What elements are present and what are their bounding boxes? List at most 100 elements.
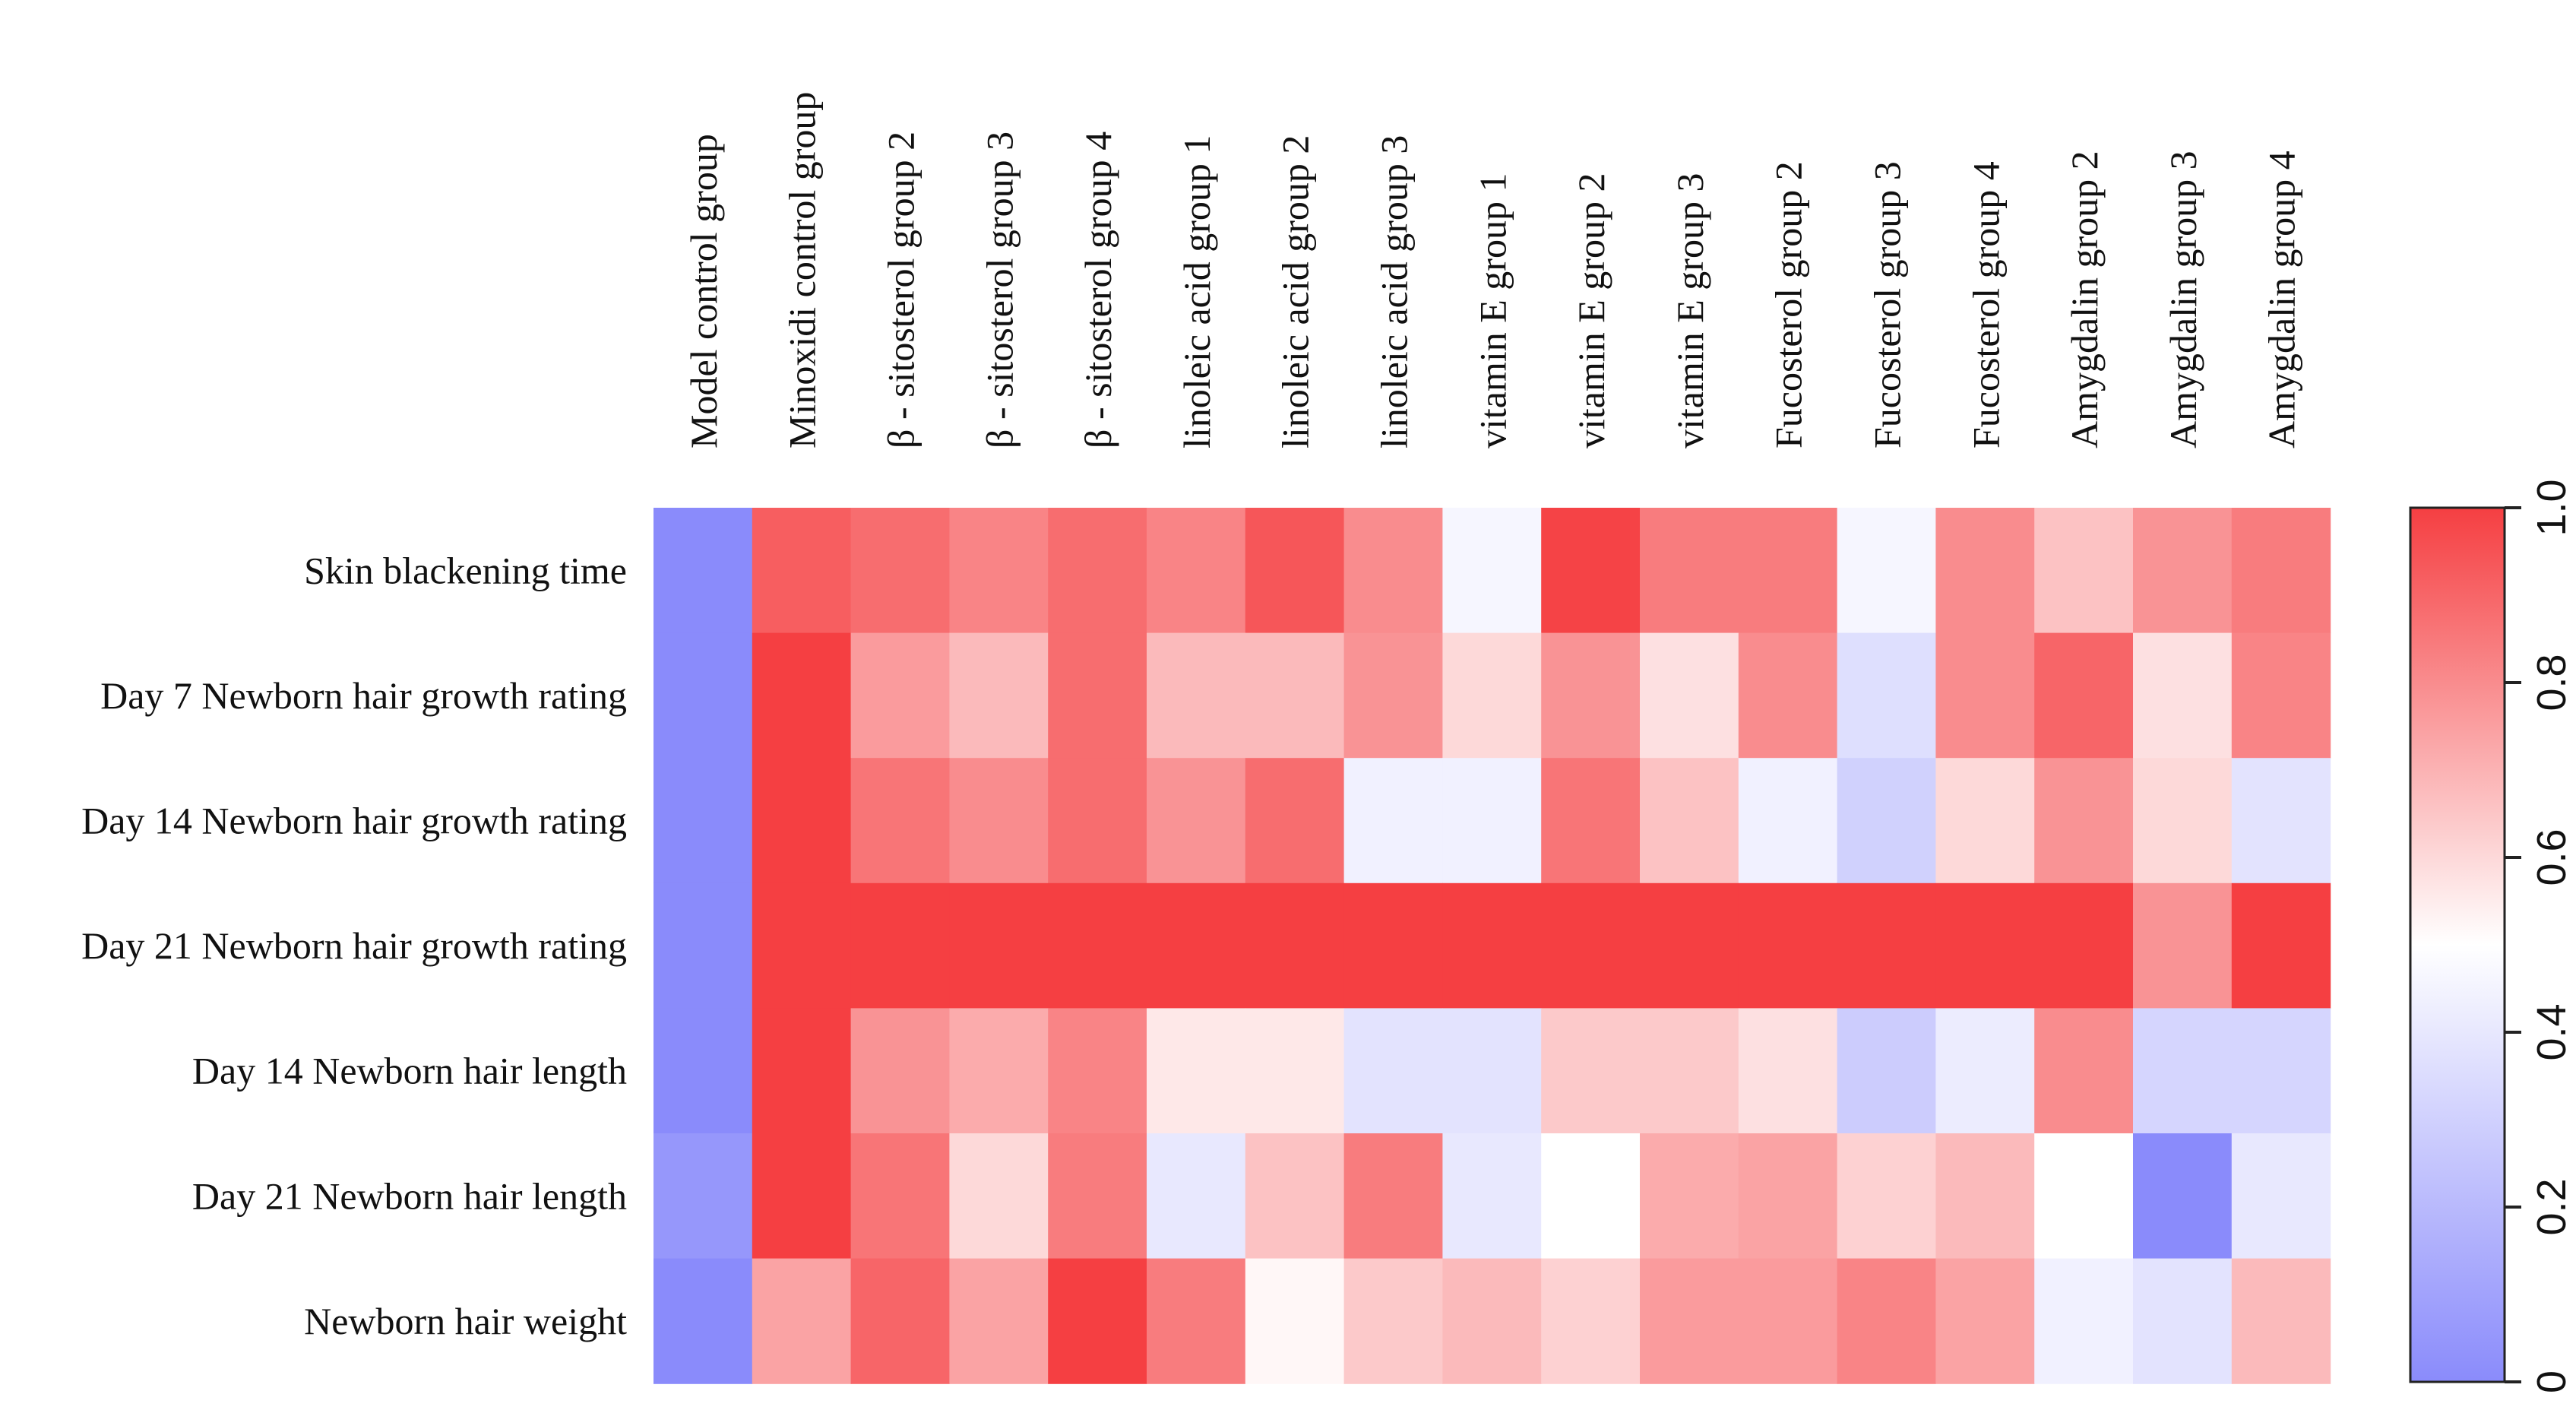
cell-r2-c9	[1442, 632, 1542, 759]
cell-r6-c11	[1640, 1133, 1739, 1259]
cell-r2-c15	[2034, 632, 2134, 759]
cell-r4-c5	[1048, 882, 1147, 1009]
cell-r2-c6	[1147, 632, 1246, 759]
cell-r2-c2	[752, 632, 852, 759]
column-label-amygdalin-group-3: Amygdalin group 3	[2162, 151, 2204, 448]
cell-r3-c6	[1147, 758, 1246, 884]
column-label-sitosterol-group-4: β - sitosterol group 4	[1077, 131, 1119, 448]
cell-r5-c14	[1935, 1008, 2035, 1134]
cell-r6-c2	[752, 1133, 852, 1259]
cell-r1-c1	[653, 508, 753, 634]
cell-r5-c7	[1245, 1008, 1345, 1134]
cell-r7-c7	[1245, 1258, 1345, 1384]
column-label-sitosterol-group-2: β - sitosterol group 2	[880, 131, 922, 448]
cell-r4-c7	[1245, 882, 1345, 1009]
cell-r4-c10	[1541, 882, 1641, 1009]
cell-r2-c5	[1048, 632, 1147, 759]
cell-r5-c2	[752, 1008, 852, 1134]
cell-r4-c17	[2231, 882, 2331, 1009]
cell-r7-c6	[1147, 1258, 1246, 1384]
cell-r7-c9	[1442, 1258, 1542, 1384]
cell-r1-c7	[1245, 508, 1345, 634]
cell-r7-c4	[949, 1258, 1049, 1384]
cell-r5-c17	[2231, 1008, 2331, 1134]
column-label-linoleic-acid-group-2: linoleic acid group 2	[1274, 135, 1317, 448]
cell-r7-c15	[2034, 1258, 2134, 1384]
cell-r7-c1	[653, 1258, 753, 1384]
column-labels: Model control group Minoxidi control grou…	[682, 92, 2303, 448]
cell-r4-c1	[653, 882, 753, 1009]
cell-r3-c4	[949, 758, 1049, 884]
cell-r4-c3	[850, 882, 950, 1009]
column-label-linoleic-acid-group-1: linoleic acid group 1	[1176, 135, 1218, 448]
cell-r4-c2	[752, 882, 852, 1009]
colorbar-tick-label-4: 0.8	[2529, 654, 2574, 711]
row-label-day-21-newborn-hair-length: Day 21 Newborn hair length	[192, 1174, 627, 1217]
row-label-day-14-newborn-hair-growth-rating: Day 14 Newborn hair growth rating	[81, 800, 627, 842]
cell-r4-c9	[1442, 882, 1542, 1009]
column-label-sitosterol-group-3: β - sitosterol group 3	[978, 131, 1021, 448]
cell-r2-c7	[1245, 632, 1345, 759]
cell-r5-c5	[1048, 1008, 1147, 1134]
cell-r7-c3	[850, 1258, 950, 1384]
cell-r3-c15	[2034, 758, 2134, 884]
column-label-fucosterol-group-2: Fucosterol group 2	[1767, 161, 1810, 448]
row-labels: Skin blackening time Day 7 Newborn hair g…	[81, 549, 627, 1342]
cell-r2-c1	[653, 632, 753, 759]
colorbar: 0 0.2 0.4 0.6 0.8 1.0	[2409, 479, 2574, 1393]
cell-r1-c3	[850, 508, 950, 634]
cell-r7-c5	[1048, 1258, 1147, 1384]
cell-r3-c9	[1442, 758, 1542, 884]
cell-r1-c16	[2133, 508, 2233, 634]
cell-r3-c1	[653, 758, 753, 884]
cell-r2-c3	[850, 632, 950, 759]
cell-r6-c15	[2034, 1133, 2134, 1259]
column-label-vitamin-e-group-1: vitamin E group 1	[1471, 173, 1514, 448]
cell-r7-c10	[1541, 1258, 1641, 1384]
colorbar-gradient	[2409, 506, 2506, 1383]
cell-r1-c12	[1738, 508, 1838, 634]
cell-r2-c12	[1738, 632, 1838, 759]
cell-r5-c8	[1343, 1008, 1443, 1134]
cell-r5-c13	[1837, 1008, 1936, 1134]
cell-r5-c9	[1442, 1008, 1542, 1134]
cell-r2-c13	[1837, 632, 1936, 759]
cell-r2-c17	[2231, 632, 2331, 759]
column-label-vitamin-e-group-2: vitamin E group 2	[1570, 173, 1612, 448]
cell-r3-c17	[2231, 758, 2331, 884]
cell-r5-c1	[653, 1008, 753, 1134]
cell-r2-c11	[1640, 632, 1739, 759]
cell-r4-c6	[1147, 882, 1246, 1009]
cell-r7-c17	[2231, 1258, 2331, 1384]
column-label-linoleic-acid-group-3: linoleic acid group 3	[1373, 135, 1416, 448]
row-label-skin-blackening-time: Skin blackening time	[304, 549, 627, 591]
cell-r3-c13	[1837, 758, 1936, 884]
cell-r5-c12	[1738, 1008, 1838, 1134]
cell-r3-c8	[1343, 758, 1443, 884]
cell-r7-c8	[1343, 1258, 1443, 1384]
cell-r4-c4	[949, 882, 1049, 1009]
column-label-fucosterol-group-3: Fucosterol group 3	[1866, 161, 1909, 448]
cell-r3-c11	[1640, 758, 1739, 884]
cell-r6-c9	[1442, 1133, 1542, 1259]
cell-r3-c7	[1245, 758, 1345, 884]
colorbar-tick-label-5: 1.0	[2529, 479, 2574, 536]
cell-r5-c3	[850, 1008, 950, 1134]
column-label-amygdalin-group-4: Amygdalin group 4	[2261, 151, 2303, 448]
row-label-day-7-newborn-hair-growth-rating: Day 7 Newborn hair growth rating	[100, 674, 627, 717]
cell-r3-c3	[850, 758, 950, 884]
cell-r6-c6	[1147, 1133, 1246, 1259]
cell-r6-c1	[653, 1133, 753, 1259]
row-label-day-14-newborn-hair-length: Day 14 Newborn hair length	[192, 1050, 627, 1092]
colorbar-tick-label-0: 0	[2529, 1370, 2574, 1393]
colorbar-ticks: 0 0.2 0.4 0.6 0.8 1.0	[2505, 479, 2574, 1393]
cell-r6-c14	[1935, 1133, 2035, 1259]
cell-r1-c10	[1541, 508, 1641, 634]
colorbar-tick-label-3: 0.6	[2529, 829, 2574, 886]
column-label-minoxidi-control-group: Minoxidi control group	[781, 92, 824, 448]
cell-r4-c11	[1640, 882, 1739, 1009]
cell-r7-c16	[2133, 1258, 2233, 1384]
cell-r2-c4	[949, 632, 1049, 759]
cell-r4-c8	[1343, 882, 1443, 1009]
